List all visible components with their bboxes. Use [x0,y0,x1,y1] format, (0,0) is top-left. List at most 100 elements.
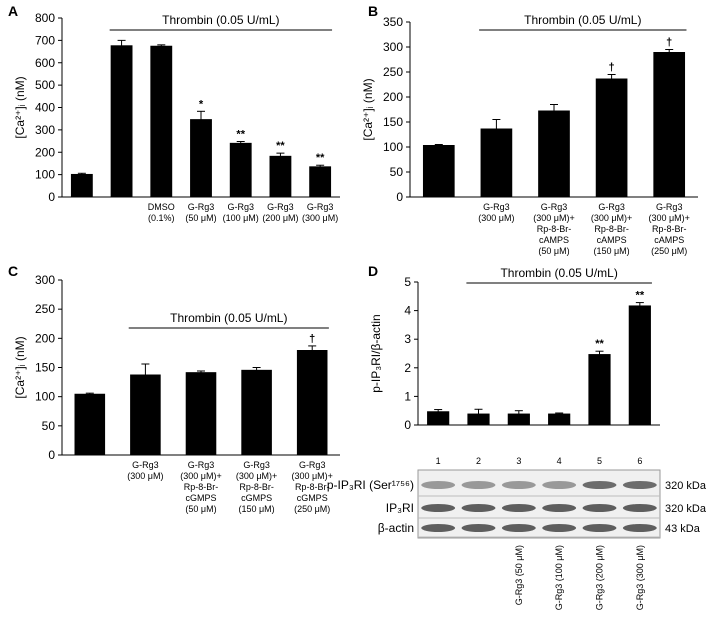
x-tick-label: G-Rg3 (300 μM) [127,460,163,481]
error-bar [665,49,674,55]
treatment-label: Thrombin (0.05 U/mL) [162,13,279,27]
bar [296,350,328,455]
treatment-label: Thrombin (0.05 U/mL) [500,266,617,280]
y-tick-label: 400 [35,101,55,115]
y-tick-label: 5 [404,275,411,289]
panel-letter: C [8,263,18,279]
x-tick-label: G-Rg3 (100 μM) [223,202,259,223]
y-tick-label: 2 [404,361,411,375]
significance-mark: ** [316,152,325,164]
error-bar [197,110,205,127]
y-tick-label: 200 [383,90,403,104]
error-bar [85,392,94,395]
x-tick-label: 5 [597,456,602,466]
error-bar [276,152,285,159]
bar [588,354,611,425]
y-tick-label: 100 [35,168,55,182]
significance-mark: ** [595,338,604,350]
y-tick-label: 0 [48,448,55,462]
error-bar [434,144,443,146]
y-tick-label: 0 [404,418,411,432]
bar [269,155,292,197]
error-bar [141,363,150,385]
treatment-label: Thrombin (0.05 U/mL) [170,311,287,325]
blot-band [421,504,456,512]
bar [110,45,133,197]
y-tick-label: 700 [35,33,55,47]
bar [595,78,628,197]
blot-band [582,524,617,532]
bar [70,173,93,197]
bar [422,145,455,197]
panel-letter: D [368,263,378,279]
y-tick-label: 300 [35,123,55,137]
bar [507,413,530,425]
y-tick-label: 3 [404,332,411,346]
error-bar [252,367,261,373]
blot-band [622,524,657,532]
bar [467,413,490,425]
x-tick-label: 2 [476,456,481,466]
bar [548,413,571,425]
error-bar [595,350,604,357]
error-bar [77,172,86,175]
error-bar [635,302,644,309]
error-bar [316,164,325,168]
significance-mark: † [666,37,672,49]
y-tick-label: 150 [35,361,55,375]
bar [653,52,686,197]
y-axis-label: [Ca²⁺]ᵢ (nM) [13,336,27,398]
y-axis-label: p-IP₃RI/β-actin [369,314,383,392]
error-bar [492,119,501,138]
y-axis-label: [Ca²⁺]ᵢ (nM) [13,76,27,138]
blot-band [582,481,617,489]
bar [190,119,212,197]
bar [150,45,173,198]
x-tick-label: G-Rg3 (300 μM)+ Rp-8-Br-cAMPS (50 μM) [533,202,574,256]
y-tick-label: 100 [383,140,403,154]
x-tick-label: 4 [557,456,562,466]
lane-label: G-Rg3 (300 μM) [635,545,645,610]
blot-size-label: 320 kDa [665,503,707,515]
significance-mark: † [609,62,615,74]
blot-band [622,504,657,512]
y-tick-label: 100 [35,390,55,404]
blot-row-label: p-IP₃RI (Ser¹⁷⁵⁶) [327,478,414,492]
bar [427,411,450,425]
x-tick-label: G-Rg3 (300 μM)+ Rp-8-Br-cGMPS (50 μM) [180,460,221,514]
y-tick-label: 250 [35,302,55,316]
error-bar [236,141,245,145]
blot-band [501,524,536,532]
blot-band [461,524,496,532]
panel-letter: B [368,3,378,19]
y-tick-label: 500 [35,78,55,92]
panel-letter: A [8,3,18,19]
error-bar [157,44,166,47]
error-bar [555,412,564,415]
blot-band [461,481,496,489]
y-tick-label: 200 [35,145,55,159]
error-bar [607,74,616,83]
blot-band [501,481,536,489]
y-tick-label: 50 [390,165,404,179]
blot-row-label: β-actin [378,521,414,535]
bar [241,369,272,455]
x-tick-label: 6 [637,456,642,466]
lane-label: G-Rg3 (200 μM) [595,545,605,610]
error-bar [474,408,483,418]
blot-band [542,504,577,512]
bar [185,372,217,455]
x-tick-label: 3 [516,456,521,466]
y-tick-label: 150 [383,115,403,129]
significance-mark: ** [236,129,245,141]
y-tick-label: 250 [383,65,403,79]
x-tick-label: G-Rg3 (200 μM) [262,202,298,223]
significance-mark: † [309,333,315,345]
error-bar [434,409,443,413]
blot-band [461,504,496,512]
error-bar [308,345,317,355]
blot-band [421,524,456,532]
y-tick-label: 0 [396,190,403,204]
bar [538,110,570,197]
